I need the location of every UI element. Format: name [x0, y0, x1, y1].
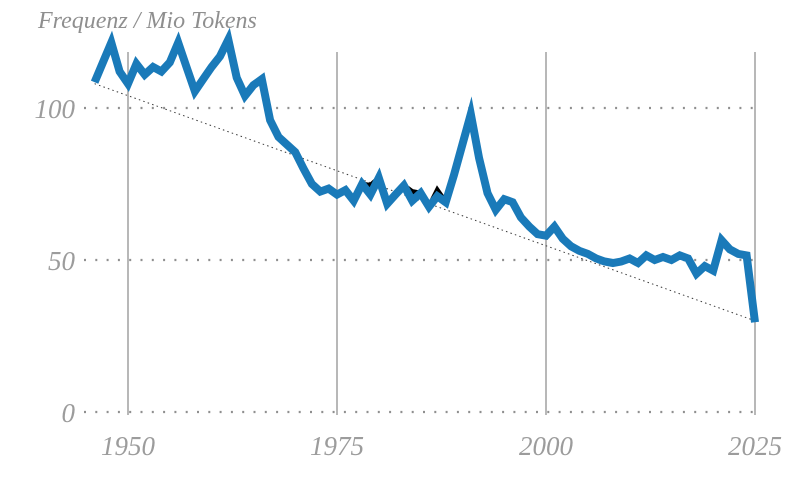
- x-tick-label-1950: 1950: [101, 431, 156, 461]
- vertical-gridlines: [127, 52, 756, 415]
- y-tick-label-100: 100: [35, 94, 76, 124]
- y-tick-label-0: 0: [62, 398, 76, 428]
- x-tick-label-1975: 1975: [310, 431, 364, 461]
- chart-title: Frequenz / Mio Tokens: [37, 8, 257, 34]
- x-tick-label-2025: 2025: [728, 431, 782, 461]
- frequency-series-line: [90, 27, 759, 323]
- x-tick-label-2000: 2000: [519, 431, 574, 461]
- y-tick-label-50: 50: [48, 246, 76, 276]
